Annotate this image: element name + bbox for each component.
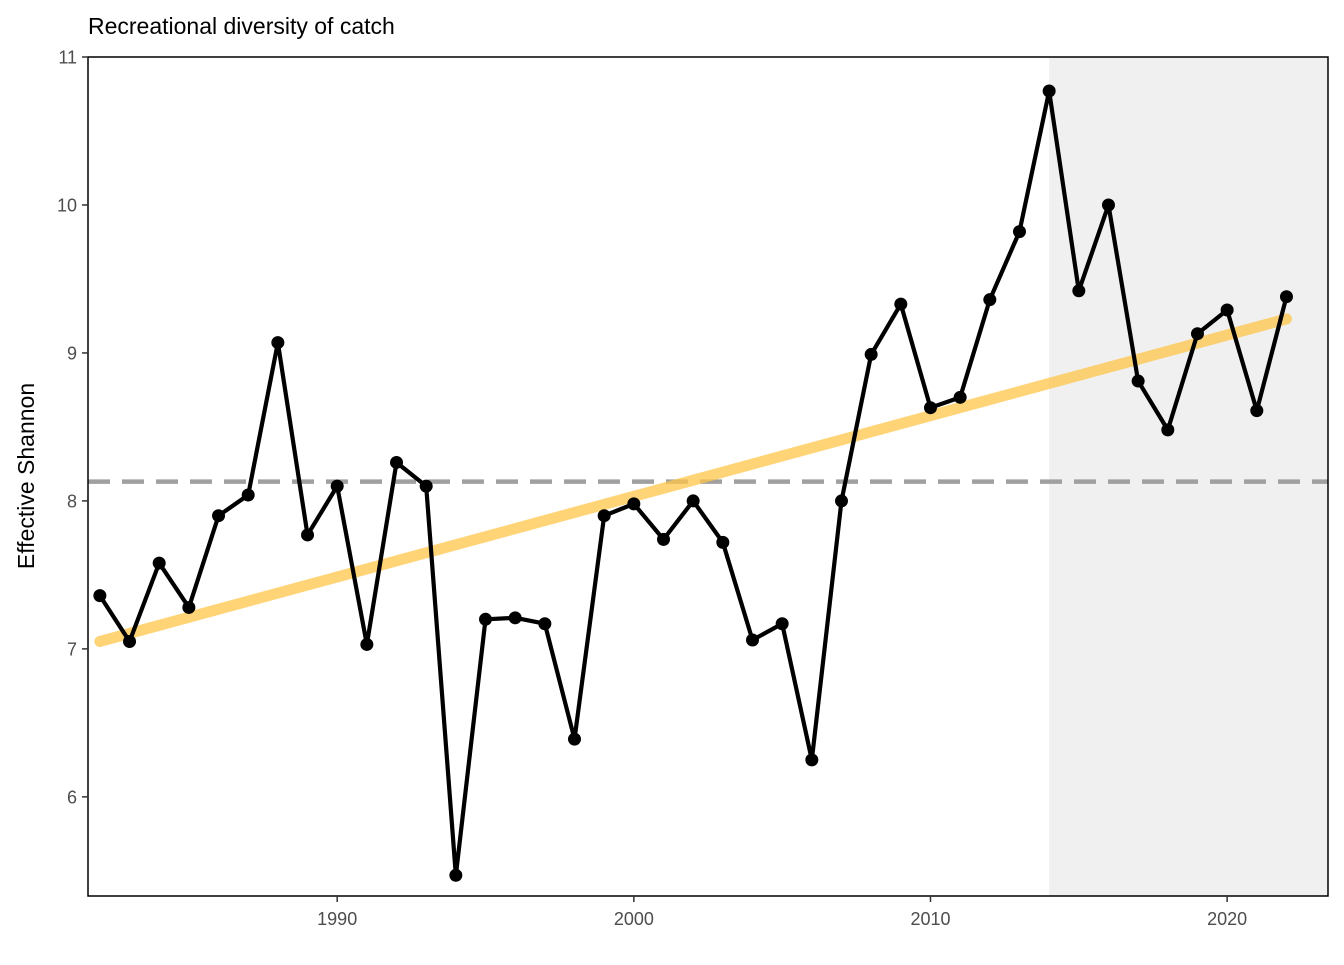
y-tick-label: 6 — [67, 787, 77, 807]
axes-layer: 6 7 8 9 10 11 1990 2000 2010 2020 — [57, 48, 1247, 930]
shaded-region-layer — [1049, 57, 1328, 896]
data-point — [419, 479, 433, 493]
data-point — [983, 293, 997, 307]
data-point — [1101, 198, 1115, 212]
y-tick-label: 10 — [57, 195, 77, 215]
data-point — [686, 494, 700, 508]
data-point — [449, 868, 463, 882]
panel-border — [87, 56, 1329, 897]
x-tick-label: 2010 — [910, 909, 950, 929]
y-axis-label: Effective Shannon — [13, 383, 39, 569]
data-point — [1220, 303, 1234, 317]
data-point — [1042, 84, 1056, 98]
data-point — [360, 637, 374, 651]
data-point — [330, 479, 344, 493]
data-point — [657, 532, 671, 546]
data-point — [479, 612, 493, 626]
data-point — [775, 617, 789, 631]
data-point — [834, 494, 848, 508]
data-point — [864, 347, 878, 361]
data-point — [597, 509, 611, 523]
data-point — [93, 589, 107, 603]
data-point — [1161, 423, 1175, 437]
data-point — [390, 455, 404, 469]
x-tick-label: 2000 — [614, 909, 654, 929]
data-point — [538, 617, 552, 631]
data-point — [182, 600, 196, 614]
data-point — [953, 390, 967, 404]
x-tick-label: 2020 — [1207, 909, 1247, 929]
y-tick-label: 7 — [67, 639, 77, 659]
data-point — [1190, 327, 1204, 341]
data-point — [1279, 290, 1293, 304]
data-point — [805, 753, 819, 767]
data-point — [1012, 225, 1026, 239]
data-point — [894, 297, 908, 311]
data-point — [271, 336, 285, 350]
data-point — [627, 497, 641, 511]
data-point — [241, 488, 255, 502]
series-layer — [93, 84, 1293, 882]
data-point — [301, 528, 315, 542]
chart-title: Recreational diversity of catch — [88, 13, 395, 39]
y-tick-label: 11 — [58, 48, 77, 68]
data-point — [1072, 284, 1086, 298]
data-point — [923, 401, 937, 415]
y-tick-label: 8 — [67, 491, 77, 511]
x-tick-label: 1990 — [317, 909, 357, 929]
data-point — [745, 633, 759, 647]
trend-line-layer — [94, 313, 1292, 647]
data-point — [152, 556, 166, 570]
y-tick-label: 9 — [67, 343, 77, 363]
data-point — [568, 732, 582, 746]
trend-line — [94, 313, 1292, 647]
data-point — [1250, 404, 1264, 418]
shaded-region — [1049, 57, 1328, 896]
data-point — [508, 611, 522, 625]
data-point — [123, 634, 137, 648]
data-point — [1131, 374, 1145, 388]
data-point — [212, 509, 226, 523]
data-point — [716, 535, 730, 549]
